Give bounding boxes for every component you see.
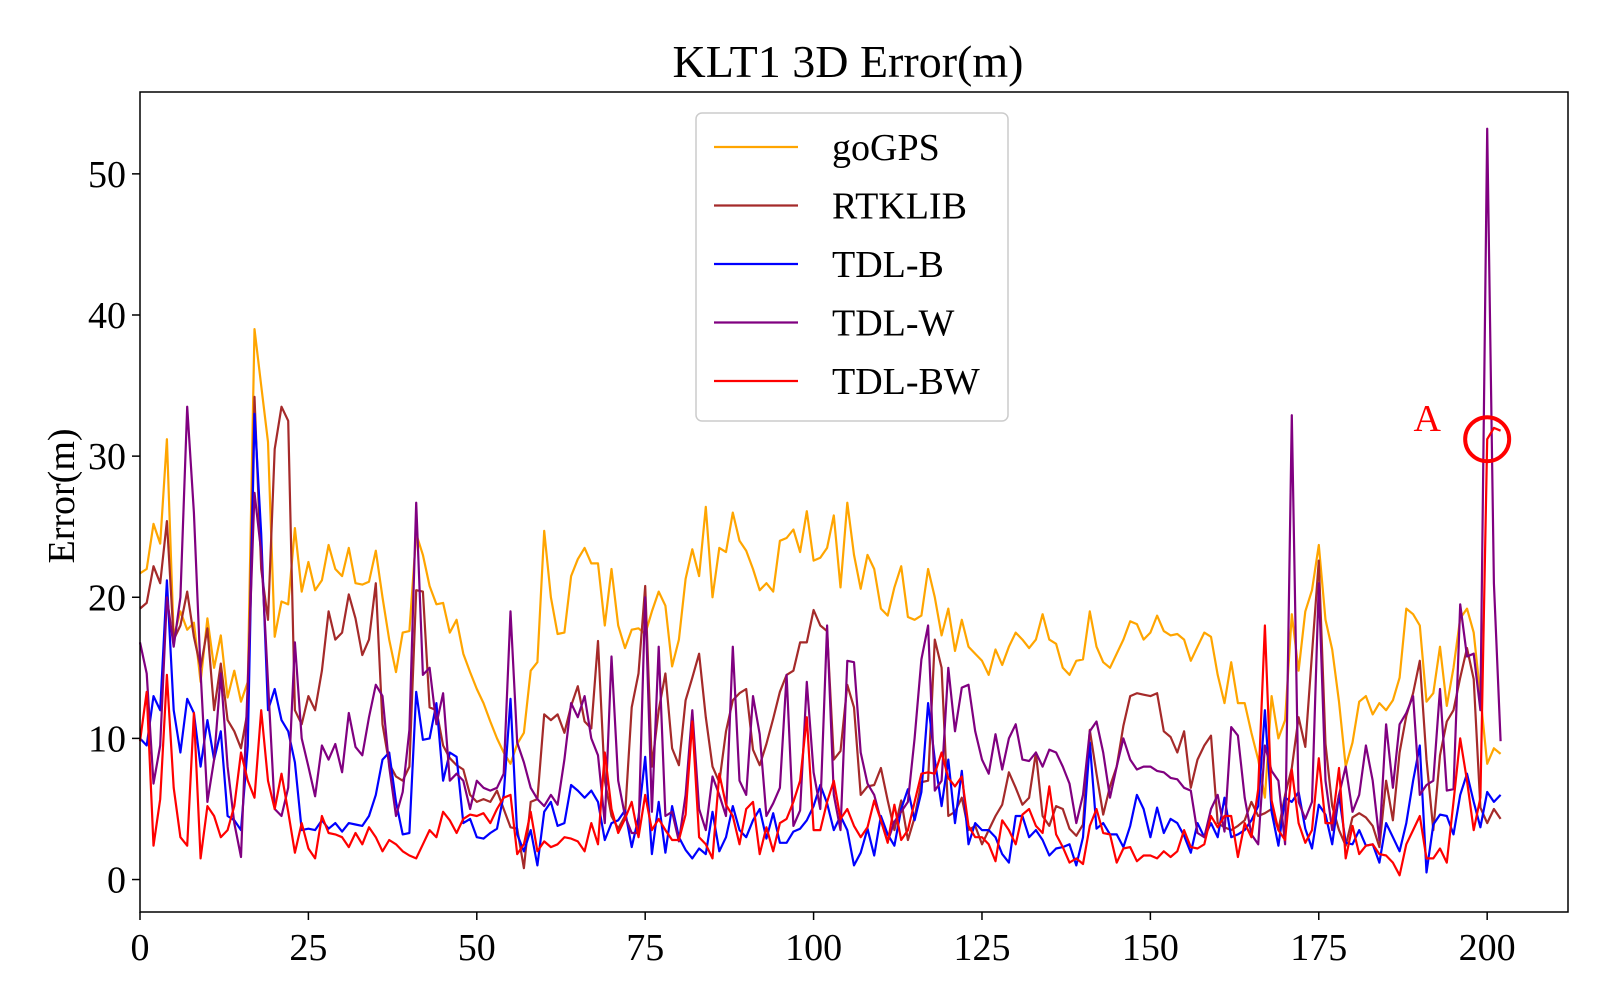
series-line-tdl-w <box>138 127 1502 859</box>
x-tick-label: 175 <box>1290 927 1347 969</box>
y-tick-label: 40 <box>88 295 126 337</box>
annotation-circle <box>1463 415 1512 464</box>
annotation-layer: A <box>1413 398 1512 464</box>
legend-label: goGPS <box>832 127 940 169</box>
x-tick-label: 150 <box>1122 927 1179 969</box>
legend-label: TDL-BW <box>832 361 980 403</box>
legend-box <box>695 112 1009 422</box>
x-tick-label: 25 <box>289 927 327 969</box>
x-tick-label: 75 <box>626 927 664 969</box>
annotation-label: A <box>1413 398 1441 440</box>
legend-label: RTKLIB <box>832 186 967 228</box>
y-axis: 0 10 20 30 40 50 <box>88 154 140 902</box>
y-tick-label: 30 <box>88 436 126 478</box>
y-tick-label: 50 <box>88 154 126 196</box>
x-tick-label: 100 <box>785 927 842 969</box>
y-tick-label: 10 <box>88 718 126 760</box>
x-axis: 0 25 50 75 100 125 150 175 200 <box>131 912 1516 969</box>
plot-frame <box>139 91 1569 913</box>
legend-label: TDL-W <box>832 303 955 345</box>
chart-title: KLT1 3D Error(m) <box>673 36 1024 87</box>
y-tick-label: 20 <box>88 577 126 619</box>
legend: goGPS RTKLIB TDL-B TDL-W TDL-BW <box>695 112 1009 422</box>
x-tick-label: 50 <box>458 927 496 969</box>
x-tick-label: 0 <box>131 927 150 969</box>
series-line-rtklib <box>139 395 1502 870</box>
series-line-tdl-bw <box>138 426 1502 877</box>
x-tick-label: 200 <box>1459 927 1516 969</box>
y-tick-label: 0 <box>107 860 126 902</box>
series-layer <box>138 127 1502 877</box>
legend-label: TDL-B <box>832 244 944 286</box>
y-axis-label: Error(m) <box>41 428 83 563</box>
series-line-gogps <box>139 328 1502 799</box>
x-tick-label: 125 <box>953 927 1010 969</box>
